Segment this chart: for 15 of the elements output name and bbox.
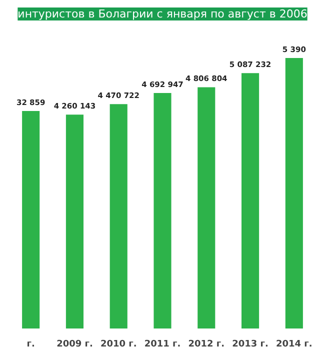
- x-tick-label: 2012 г.: [188, 340, 225, 350]
- x-tick-label: 2010 г.: [100, 340, 137, 350]
- bar: [285, 58, 303, 328]
- bar: [22, 111, 40, 328]
- bar: [66, 114, 84, 328]
- x-tick-label: 2014 г.: [276, 340, 312, 350]
- chart-title: интуристов в Болагрии с января по август в 2006: [18, 8, 308, 20]
- x-tick-label: г.: [26, 340, 35, 350]
- x-tick-label: 2009 г.: [56, 340, 93, 350]
- x-tick-label: 2013 г.: [232, 340, 268, 350]
- bar: [110, 104, 128, 328]
- bar: [242, 73, 260, 328]
- x-tick-label: 2011 г.: [144, 340, 181, 350]
- bar: [154, 92, 172, 328]
- bar: [198, 87, 216, 328]
